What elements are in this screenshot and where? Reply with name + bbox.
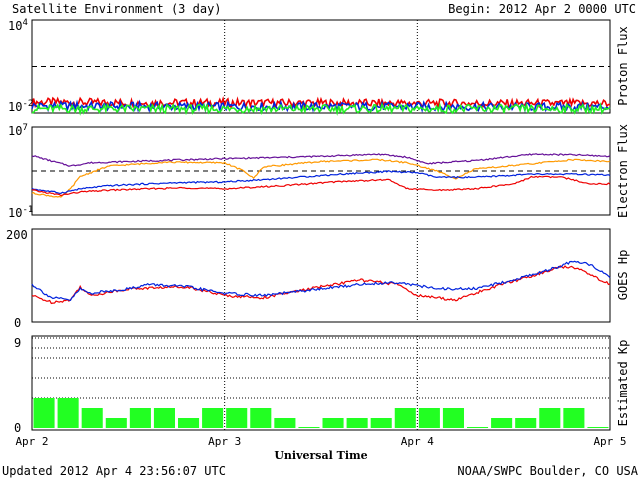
electron-series-blue (31, 170, 611, 195)
xtick-apr2: Apr 2 (15, 435, 48, 448)
kp-bar (394, 408, 416, 428)
kp-bar (298, 427, 320, 428)
proton-series-green (31, 101, 611, 117)
x-axis-label: Universal Time (274, 449, 367, 462)
credit: NOAA/SWPC Boulder, CO USA (457, 464, 638, 478)
goes_hp-series-blue (31, 260, 611, 301)
hp-ytick-top: 200 (6, 228, 28, 242)
kp-bar (81, 408, 103, 428)
kp-bar (178, 418, 200, 428)
kp-bar (226, 408, 248, 428)
proton-ytick-top: 104 (8, 18, 28, 33)
kp-bar (370, 418, 392, 428)
kp-bar (129, 408, 151, 428)
electron-ytick-bottom: 10-1 (8, 205, 33, 220)
kp-bar (442, 408, 464, 428)
electron-series-red (31, 175, 611, 197)
xtick-apr4: Apr 4 (401, 435, 434, 448)
kp-bar (274, 418, 296, 428)
kp-bar (491, 418, 513, 428)
chart-title: Satellite Environment (3 day) (12, 2, 222, 16)
kp-ytick-bottom: 0 (14, 421, 21, 435)
goes-hp-panel (31, 228, 611, 323)
goes_hp-series-red (31, 265, 611, 305)
xtick-apr5: Apr 5 (593, 435, 626, 448)
kp-bar (346, 418, 368, 428)
electron-ylabel: Electron Flux (616, 124, 630, 218)
hp-ytick-bottom: 0 (14, 316, 21, 330)
kp-bar (153, 408, 175, 428)
kp-panel (31, 335, 611, 431)
xtick-apr3: Apr 3 (208, 435, 241, 448)
proton-ytick-bottom: 10-2 (8, 99, 33, 114)
kp-bar (539, 408, 561, 428)
kp-bar (250, 408, 272, 428)
proton-ylabel: Proton Flux (616, 26, 630, 105)
kp-bar (563, 408, 585, 428)
data-series (31, 95, 611, 428)
begin-time: Begin: 2012 Apr 2 0000 UTC (448, 2, 636, 16)
kp-bar (587, 427, 609, 428)
updated-timestamp: Updated 2012 Apr 4 23:56:07 UTC (2, 464, 226, 478)
kp-bar (33, 398, 55, 428)
kp-ytick-top: 9 (14, 336, 21, 350)
electron-series-orange (31, 158, 611, 198)
kp-bar (322, 418, 344, 428)
kp-bar (467, 427, 489, 428)
kp-bar (57, 398, 79, 428)
electron-ytick-top: 107 (8, 123, 28, 138)
hp-ylabel: GOES Hp (616, 250, 630, 301)
kp-bar (105, 418, 127, 428)
electron-series-purple (31, 153, 611, 167)
gridlines (32, 20, 610, 430)
kp-bar (515, 418, 537, 428)
kp-bar (418, 408, 440, 428)
kp-ylabel: Estimated Kp (616, 340, 630, 427)
kp-bar (202, 408, 224, 428)
